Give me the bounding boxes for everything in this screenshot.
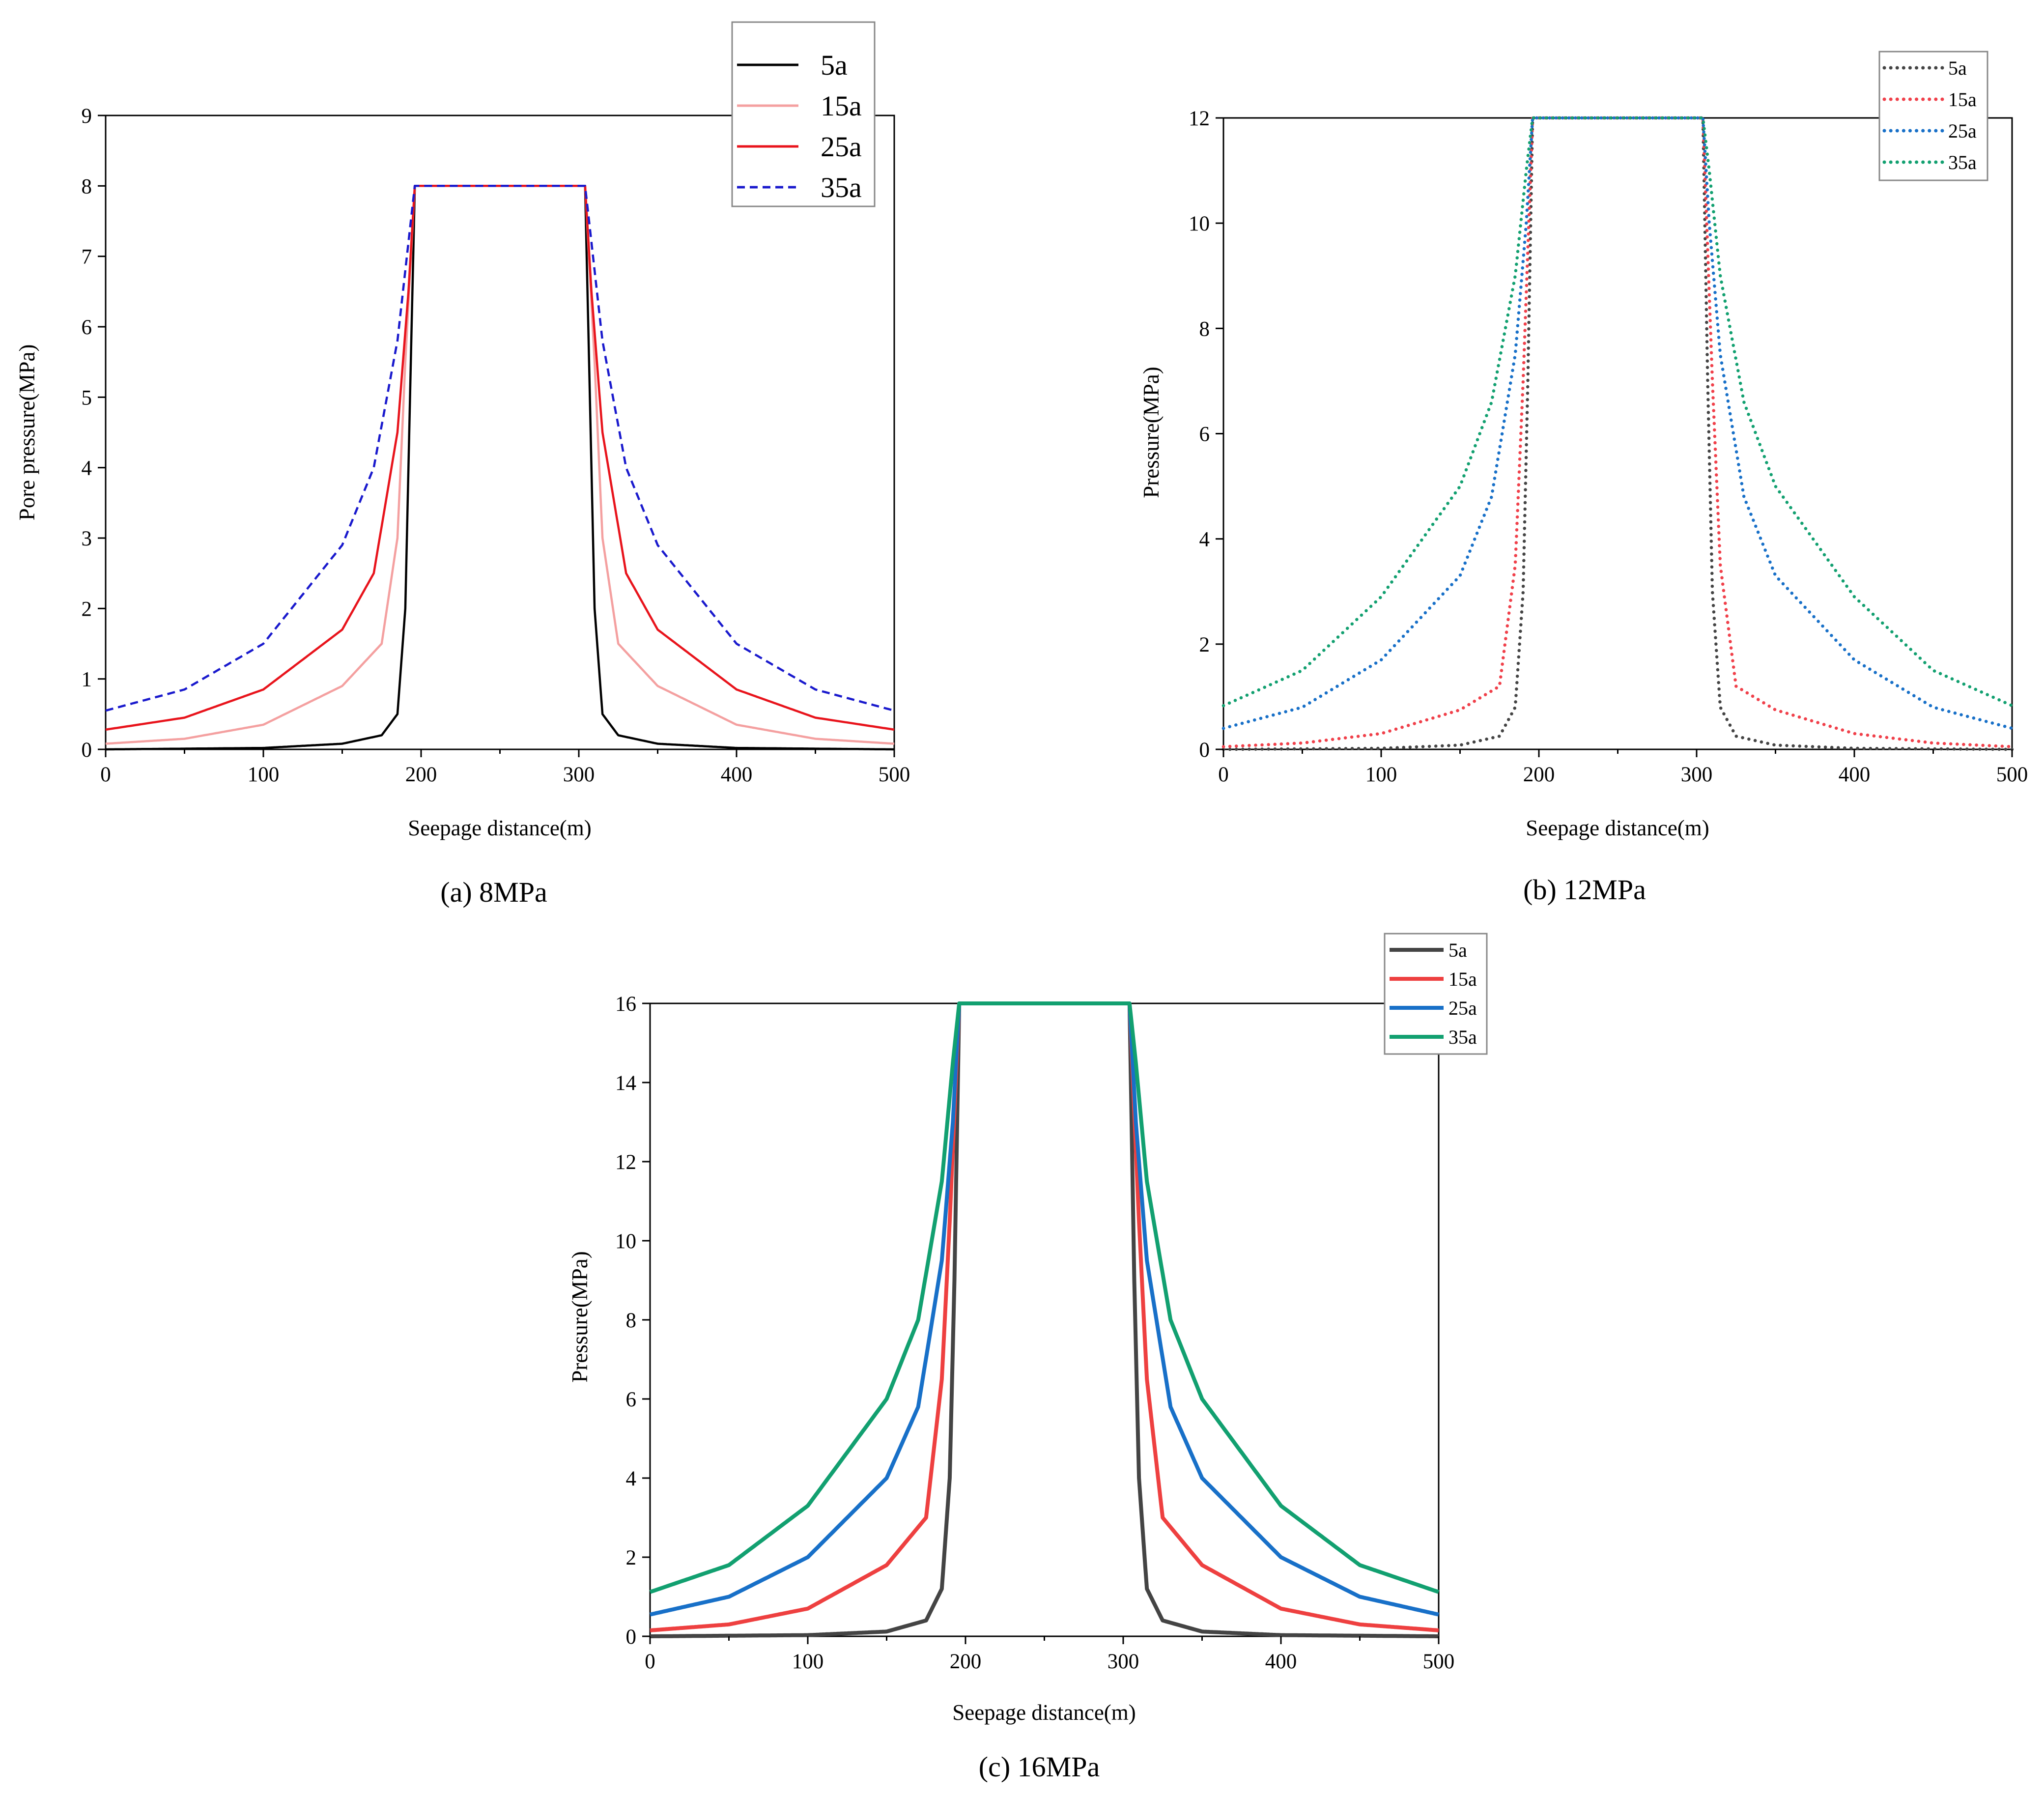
panel-a-ylabel: Pore pressure(MPa) xyxy=(15,344,39,521)
panel-b-xtick-label-0: 0 xyxy=(1218,763,1229,786)
panel-c-plot-frame xyxy=(649,1002,1440,1637)
panel-a-ytick-label-5: 5 xyxy=(82,386,92,409)
legend-b-label-5a: 5a xyxy=(1948,57,1967,79)
panel-b-series-5a xyxy=(1221,116,2014,751)
panel-c-xlabel: Seepage distance(m) xyxy=(952,1700,1136,1725)
panel-b-xtick-label-400: 400 xyxy=(1839,763,1871,786)
panel-b-ytick-label-4: 4 xyxy=(1199,528,1210,551)
panel-a-ytick-label-6: 6 xyxy=(82,316,92,339)
panel-c-ytick-label-0: 0 xyxy=(626,1625,637,1649)
panel-c-xtick-label-400: 400 xyxy=(1265,1650,1297,1673)
panel-b-ytick-label-10: 10 xyxy=(1189,212,1210,235)
legend-c-label-15a: 15a xyxy=(1448,968,1477,990)
panel-c-ytick-label-10: 10 xyxy=(615,1230,636,1253)
panel-a-plot-frame xyxy=(105,114,895,750)
panel-c-ytick-label-2: 2 xyxy=(626,1546,637,1569)
legend-c-label-25a: 25a xyxy=(1448,997,1477,1019)
panel-a-xlabel: Seepage distance(m) xyxy=(408,816,592,840)
panel-b-caption: (b) 12MPa xyxy=(1523,874,1646,906)
panel-a-ytick-label-1: 1 xyxy=(82,668,92,691)
panel-a-legend-box xyxy=(731,21,876,207)
legend-b-label-15a: 15a xyxy=(1948,88,1977,111)
panel-c-xtick-label-100: 100 xyxy=(792,1650,824,1673)
legend-c-label-35a: 35a xyxy=(1448,1026,1477,1048)
panel-c-caption: (c) 16MPa xyxy=(979,1751,1100,1783)
panel-a-ytick-label-7: 7 xyxy=(82,246,92,269)
panel-a-series-35a xyxy=(105,185,895,712)
panel-a-ticks: 0 100 200 300 400 500 0 1 2 3 4 5 6 7 8 9 xyxy=(82,105,910,786)
panel-c-ytick-label-8: 8 xyxy=(626,1309,637,1332)
panel-b-legend: 5a 15a 25a 35a xyxy=(1878,51,1988,181)
panel-b-ylabel: Pressure(MPa) xyxy=(1139,367,1164,498)
panel-a-ytick-label-0: 0 xyxy=(82,739,92,762)
panel-b-xtick-label-300: 300 xyxy=(1681,763,1713,786)
legend-a-label-15a: 15a xyxy=(821,90,862,122)
panel-b-ytick-label-0: 0 xyxy=(1199,739,1210,762)
panel-c-xtick-label-300: 300 xyxy=(1107,1650,1139,1673)
legend-b-label-25a: 25a xyxy=(1948,120,1977,142)
panel-c-ytick-label-4: 4 xyxy=(626,1467,637,1490)
panel-a-caption: (a) 8MPa xyxy=(440,876,547,908)
panel-b: 0 100 200 300 400 500 0 2 4 6 8 10 12 Seepage distan… xyxy=(1139,51,2028,906)
panel-a-series-5a xyxy=(106,185,894,751)
panel-b-ticks: 0 100 200 300 400 500 0 2 4 6 8 10 12 xyxy=(1189,107,2028,786)
panel-b-series-group xyxy=(1221,116,2014,751)
panel-b-series-25a xyxy=(1221,116,2014,730)
panel-c-series-5a xyxy=(650,1001,1439,1638)
panel-a-xtick-label-500: 500 xyxy=(879,763,910,786)
panel-c-ytick-label-12: 12 xyxy=(615,1151,636,1174)
panel-b-series-15a xyxy=(1221,116,2014,748)
panel-c-legend-box xyxy=(1384,933,1488,1055)
panel-b-legend-box xyxy=(1878,51,1988,181)
panel-c-series-25a xyxy=(650,1001,1439,1617)
panel-b-ytick-label-2: 2 xyxy=(1199,633,1210,656)
panel-a-series-group xyxy=(105,185,895,751)
panel-b-xtick-label-500: 500 xyxy=(1996,763,2028,786)
legend-a-label-25a: 25a xyxy=(821,131,862,163)
panel-a-xtick-label-300: 300 xyxy=(563,763,595,786)
panel-a-ytick-label-8: 8 xyxy=(82,175,92,198)
panel-b-series-35a xyxy=(1221,116,2014,708)
panel-b-ytick-label-8: 8 xyxy=(1199,317,1210,341)
panel-a-xtick-label-100: 100 xyxy=(248,763,280,786)
panel-c-ytick-label-6: 6 xyxy=(626,1388,637,1411)
panel-a-ytick-label-4: 4 xyxy=(82,457,92,480)
panel-c-ticks: 0 100 200 300 400 500 0 2 4 6 8 10 12 14 16 xyxy=(615,993,1454,1673)
legend-a-label-5a: 5a xyxy=(821,49,848,81)
panel-a-ytick-label-3: 3 xyxy=(82,527,92,550)
panel-c-ytick-label-16: 16 xyxy=(615,993,636,1016)
panel-a-ytick-label-9: 9 xyxy=(82,105,92,128)
panel-b-ytick-label-6: 6 xyxy=(1199,423,1210,446)
panel-b-plot-frame xyxy=(1222,117,2013,750)
legend-b-label-35a: 35a xyxy=(1948,151,1977,173)
panel-c-xtick-label-0: 0 xyxy=(645,1650,655,1673)
panel-a-ytick-label-2: 2 xyxy=(82,598,92,621)
legend-c-label-5a: 5a xyxy=(1448,939,1467,961)
panel-c-series-35a xyxy=(649,1001,1440,1594)
panel-a-xtick-label-0: 0 xyxy=(100,763,111,786)
panel-c: 0 100 200 300 400 500 0 2 4 6 8 10 12 14 16 Seepage di… xyxy=(568,933,1488,1783)
panel-c-legend: 5a 15a 25a 35a xyxy=(1384,933,1488,1055)
panel-b-ytick-label-12: 12 xyxy=(1189,107,1210,130)
panel-a-xtick-label-400: 400 xyxy=(721,763,753,786)
panel-a-xtick-label-200: 200 xyxy=(405,763,437,786)
legend-a-label-35a: 35a xyxy=(821,171,862,203)
panel-b-xtick-label-200: 200 xyxy=(1523,763,1555,786)
panel-c-ylabel: Pressure(MPa) xyxy=(568,1251,592,1382)
panel-a-series-15a xyxy=(105,185,895,745)
panel-b-xlabel: Seepage distance(m) xyxy=(1526,816,1709,840)
panel-a-series-25a xyxy=(105,185,895,731)
panel-c-ytick-label-14: 14 xyxy=(615,1072,636,1095)
panel-c-series-group xyxy=(649,1001,1440,1638)
panel-c-xtick-label-500: 500 xyxy=(1423,1650,1455,1673)
panel-a-legend: 5a 15a 25a 35a xyxy=(731,21,876,207)
panel-a: 0 100 200 300 400 500 0 1 2 3 4 5 6 7 8 9 Seepage dista… xyxy=(15,21,910,908)
panel-b-xtick-label-100: 100 xyxy=(1365,763,1397,786)
panel-c-xtick-label-200: 200 xyxy=(950,1650,982,1673)
